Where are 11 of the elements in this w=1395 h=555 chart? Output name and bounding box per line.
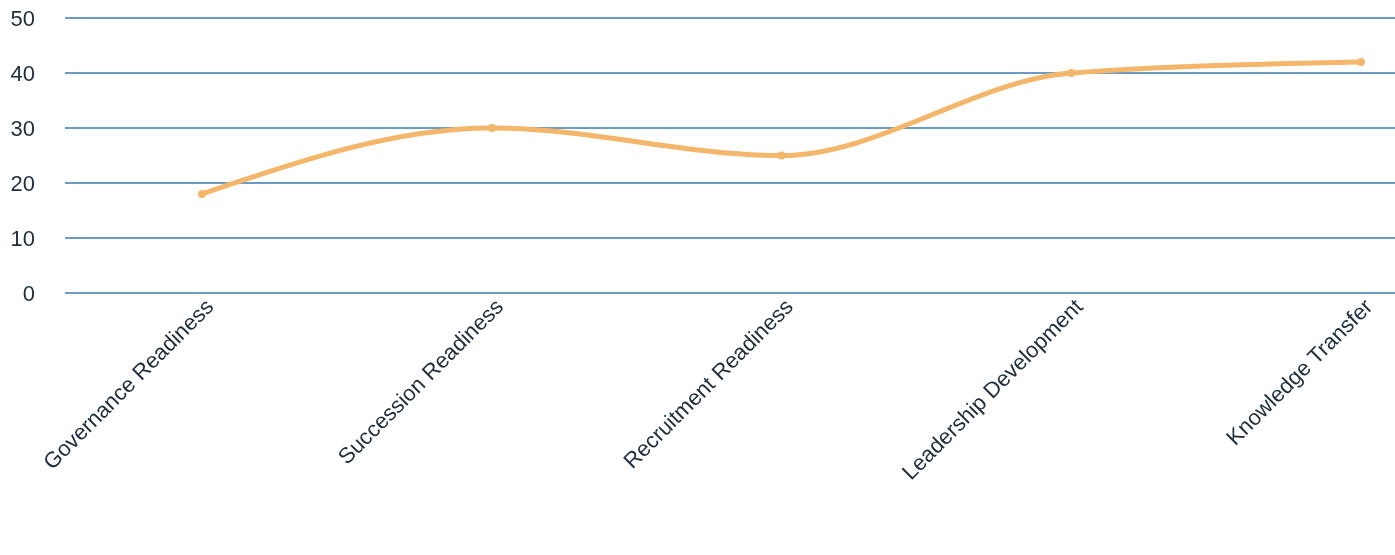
point bbox=[198, 190, 206, 198]
y-tick-label: 0 bbox=[22, 280, 35, 306]
y-tick-label: 30 bbox=[10, 115, 35, 141]
y-tick-label: 10 bbox=[10, 225, 35, 251]
point bbox=[1067, 69, 1076, 77]
y-tick-label: 20 bbox=[10, 170, 35, 196]
point bbox=[1357, 58, 1365, 66]
point bbox=[777, 151, 786, 160]
y-tick-label: 50 bbox=[10, 5, 35, 31]
point bbox=[487, 124, 496, 132]
y-tick-label: 40 bbox=[10, 60, 35, 86]
